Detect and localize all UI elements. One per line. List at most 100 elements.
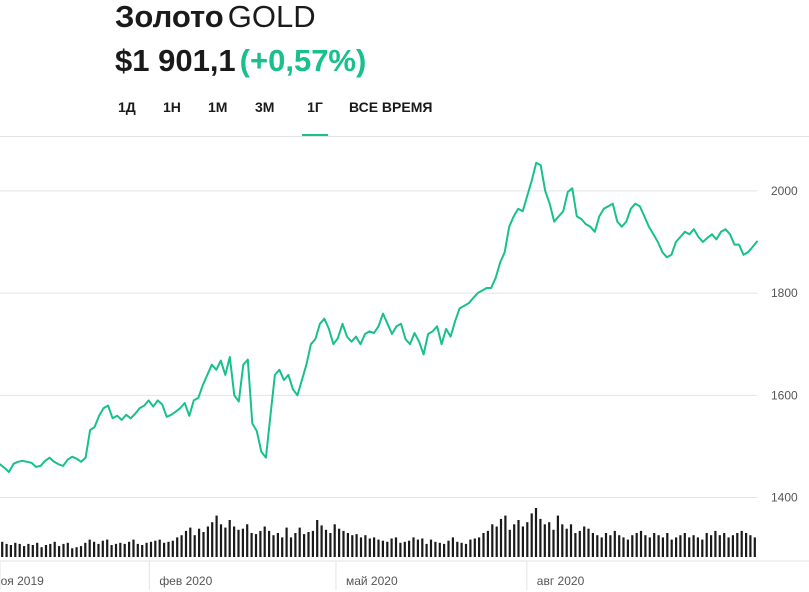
volume-bar bbox=[298, 527, 301, 557]
volume-bar bbox=[272, 535, 275, 557]
volume-bar bbox=[311, 530, 314, 557]
price-line: $1 901,1 (+0,57%) bbox=[115, 44, 366, 78]
volume-bar bbox=[670, 539, 673, 557]
volume-bar bbox=[639, 530, 643, 557]
volume-bar bbox=[482, 533, 485, 557]
volume-bar bbox=[408, 540, 411, 557]
volume-bar bbox=[71, 548, 74, 557]
volume-bar bbox=[228, 520, 231, 557]
volume-bar bbox=[543, 524, 546, 557]
volume-bar bbox=[574, 533, 577, 557]
x-tick-label: ноя 2019 bbox=[0, 574, 44, 588]
volume-bar bbox=[644, 535, 647, 557]
volume-bar bbox=[434, 541, 437, 557]
volume-bar bbox=[246, 524, 249, 557]
volume-bar bbox=[268, 530, 271, 557]
volume-bar bbox=[259, 530, 262, 557]
volume-bar bbox=[386, 541, 389, 557]
volume-bar bbox=[443, 543, 446, 557]
volume-bar bbox=[495, 526, 498, 557]
volume-bar bbox=[1, 541, 4, 557]
volume-bar bbox=[666, 533, 669, 557]
volume-bar bbox=[320, 525, 323, 557]
instrument-title: Золото GOLD bbox=[115, 0, 316, 34]
volume-bar bbox=[486, 530, 489, 557]
volume-bar bbox=[604, 533, 608, 557]
volume-bar bbox=[237, 529, 240, 557]
volume-bar bbox=[158, 539, 161, 557]
volume-bar bbox=[342, 530, 345, 557]
price-change: (+0,57%) bbox=[239, 43, 367, 78]
volume-bar bbox=[736, 533, 739, 557]
volume-bar bbox=[377, 539, 380, 557]
volume-bar bbox=[206, 526, 209, 557]
volume-bar bbox=[193, 535, 196, 557]
volume-bar bbox=[219, 524, 223, 557]
volume-bar bbox=[180, 535, 183, 557]
volume-bar bbox=[705, 533, 708, 557]
volume-bar bbox=[609, 535, 612, 557]
tab-all-time[interactable]: ВСЕ ВРЕМЯ bbox=[349, 99, 433, 115]
volume-bar bbox=[114, 543, 118, 557]
instrument-name: Золото bbox=[115, 0, 224, 34]
volume-bar bbox=[167, 541, 170, 557]
tab-1y[interactable]: 1Г bbox=[302, 96, 328, 137]
y-tick-label: 1800 bbox=[771, 286, 798, 300]
tab-1m[interactable]: 1М bbox=[208, 99, 228, 115]
volume-bar bbox=[491, 524, 494, 557]
volume-bar bbox=[88, 539, 91, 557]
volume-bar bbox=[710, 535, 713, 557]
volume-bar bbox=[753, 537, 756, 557]
volume-bar bbox=[145, 542, 148, 557]
tab-3m[interactable]: 3М bbox=[255, 99, 275, 115]
volume-bar bbox=[534, 508, 538, 557]
volume-bar bbox=[504, 515, 507, 557]
tab-1d[interactable]: 1Д bbox=[118, 99, 136, 115]
volume-bar bbox=[675, 537, 678, 557]
volume-bar bbox=[552, 529, 555, 557]
volume-bar bbox=[106, 539, 109, 557]
volume-bar bbox=[723, 533, 726, 557]
volume-bar bbox=[469, 539, 472, 557]
volume-bar bbox=[622, 537, 625, 557]
volume-bar bbox=[316, 520, 319, 557]
volume-bar bbox=[683, 533, 686, 557]
volume-bar bbox=[701, 539, 704, 557]
volume-bar bbox=[346, 533, 349, 557]
volume-bars bbox=[1, 508, 756, 557]
volume-bar bbox=[75, 547, 78, 557]
volume-bar bbox=[373, 537, 376, 557]
volume-bar bbox=[381, 540, 384, 557]
volume-bar bbox=[561, 524, 564, 557]
volume-bar bbox=[27, 543, 30, 557]
volume-bar bbox=[36, 542, 39, 557]
volume-bar bbox=[403, 541, 406, 557]
volume-bar bbox=[141, 545, 144, 557]
volume-bar bbox=[136, 543, 139, 557]
volume-bar bbox=[263, 526, 266, 557]
volume-bar bbox=[154, 540, 157, 557]
tab-1w[interactable]: 1Н bbox=[163, 99, 181, 115]
volume-bar bbox=[526, 522, 529, 557]
volume-bar bbox=[324, 529, 328, 557]
volume-bar bbox=[539, 518, 542, 557]
volume-bar bbox=[163, 542, 166, 557]
volume-bar bbox=[307, 532, 310, 557]
volume-bar bbox=[740, 530, 743, 557]
volume-bar bbox=[578, 530, 581, 557]
volume-bar bbox=[84, 542, 87, 557]
volume-bar bbox=[18, 543, 21, 557]
y-axis: 1400 1600 1800 2000 bbox=[771, 184, 798, 505]
volume-bar bbox=[14, 542, 17, 557]
volume-bar bbox=[425, 543, 428, 557]
y-tick-label: 1600 bbox=[771, 388, 798, 402]
volume-bar bbox=[224, 527, 227, 557]
volume-bar bbox=[692, 535, 695, 557]
volume-bar bbox=[215, 515, 218, 557]
volume-bar bbox=[499, 518, 503, 557]
volume-bar bbox=[460, 542, 463, 557]
volume-bar bbox=[58, 546, 61, 557]
volume-bar bbox=[657, 535, 660, 557]
volume-bar bbox=[359, 537, 363, 557]
volume-bar bbox=[184, 530, 188, 557]
